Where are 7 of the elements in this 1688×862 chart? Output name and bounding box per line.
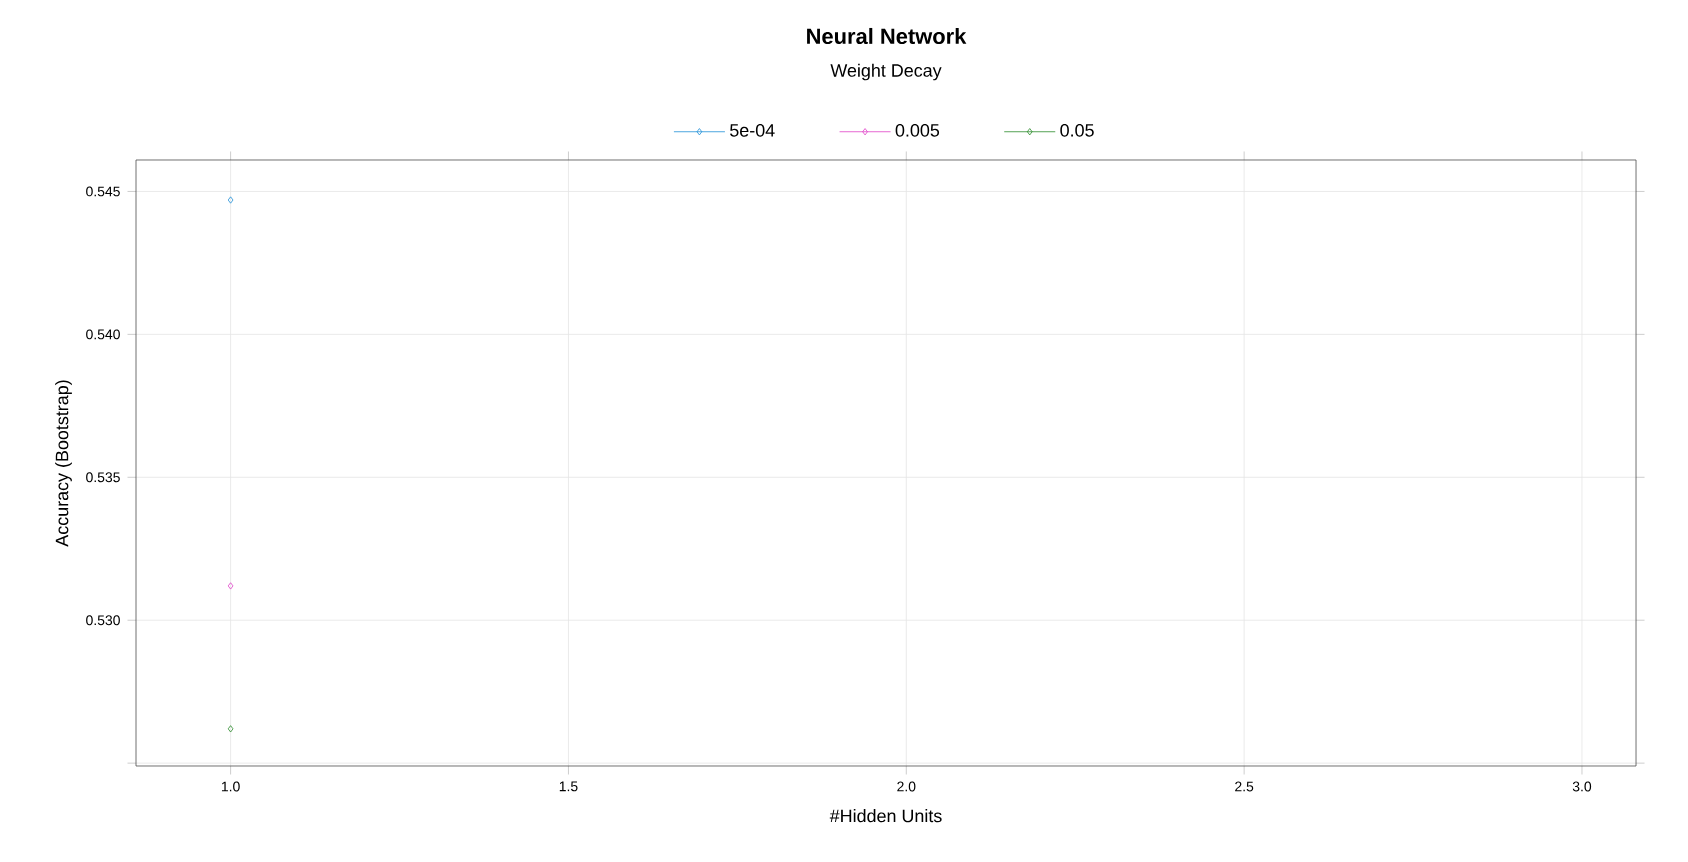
y-axis-title: Accuracy (Bootstrap) <box>55 380 72 547</box>
legend-title: Weight Decay <box>830 63 942 81</box>
chart-title: Neural Network <box>807 27 967 45</box>
legend-label: 0.05 <box>1060 123 1094 137</box>
legend-label: 5e-04 <box>730 123 775 137</box>
x-axis-title: #Hidden Units <box>829 809 942 823</box>
legend-label: 0.005 <box>895 123 940 137</box>
